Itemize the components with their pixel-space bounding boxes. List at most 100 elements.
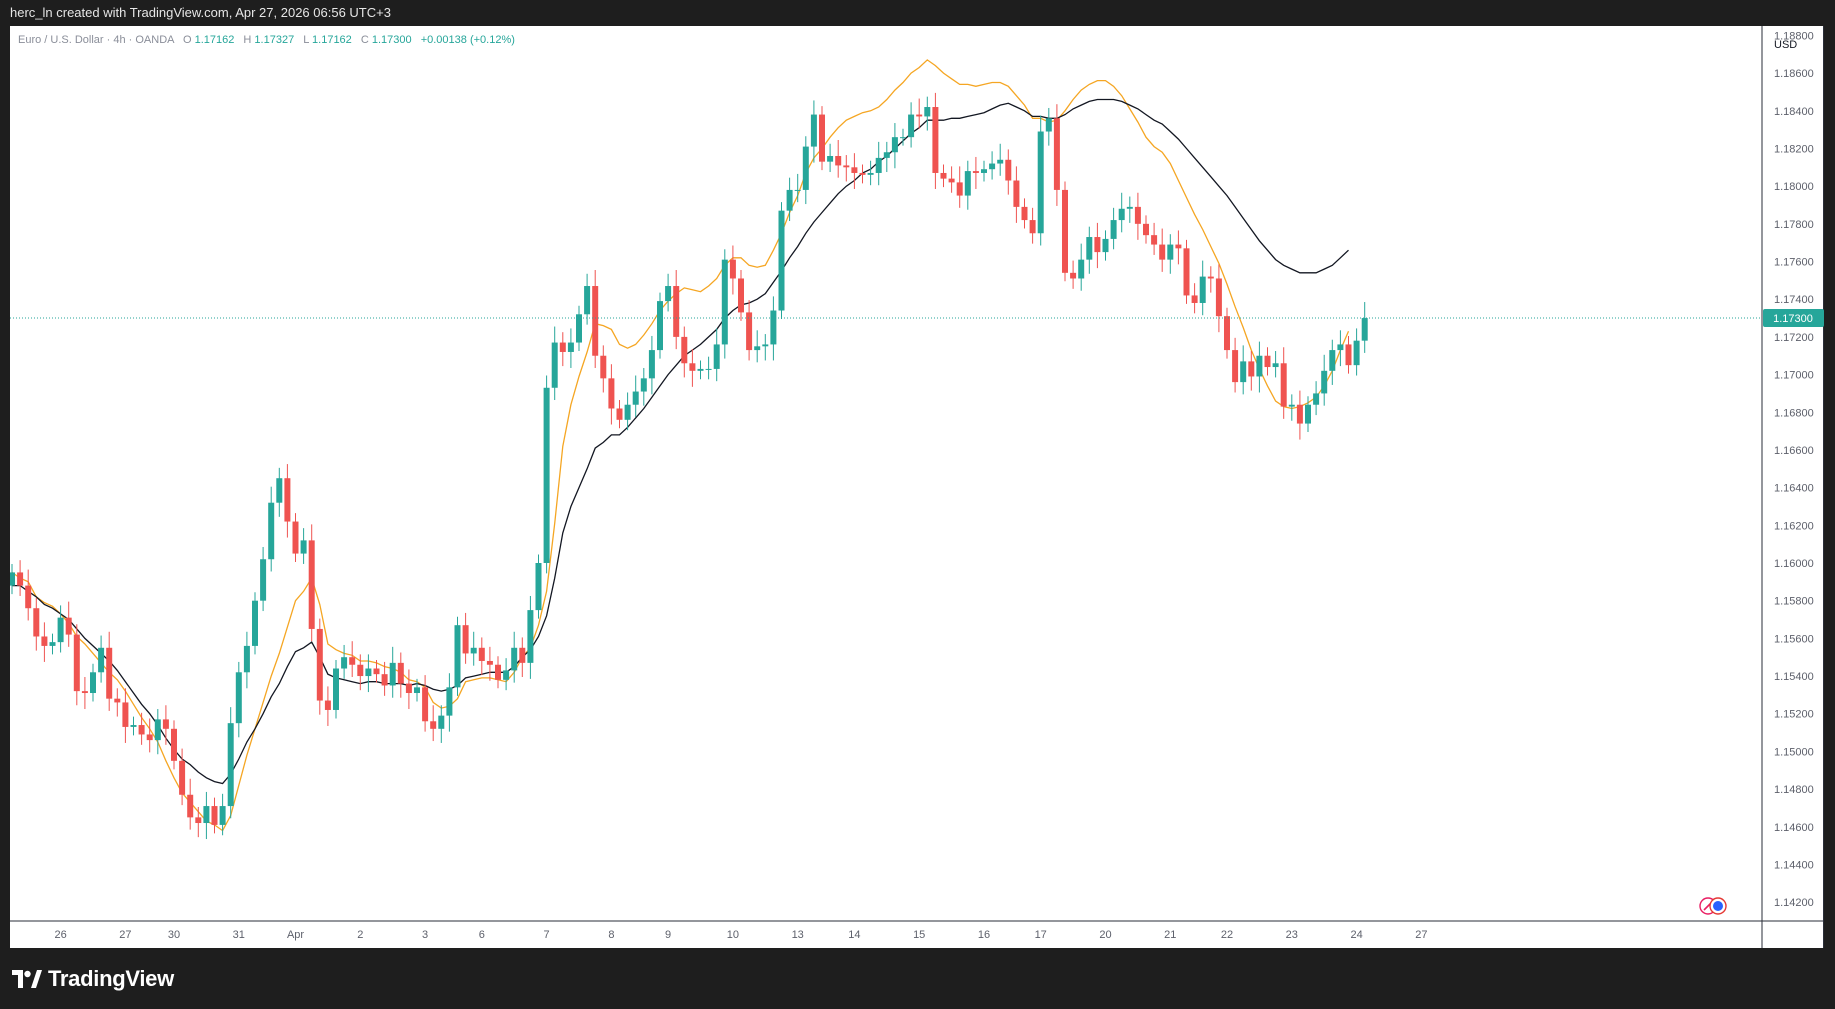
candle-51 (422, 675, 429, 732)
price-tick-14: 1.17000 (1774, 370, 1814, 382)
candle-43 (357, 654, 364, 691)
candle-45 (373, 660, 380, 683)
candle-66 (543, 375, 550, 574)
candle-99 (810, 100, 817, 163)
candle-135 (1102, 230, 1109, 261)
price-tick-3: 1.14800 (1774, 784, 1814, 796)
candle-143 (1167, 234, 1174, 274)
candle-92 (754, 330, 761, 363)
candle-78 (640, 367, 647, 406)
candle-62 (511, 631, 518, 683)
price-tick-9: 1.16000 (1774, 558, 1814, 570)
time-tick-0: 26 (54, 929, 66, 941)
legend-high-label: H (243, 34, 251, 46)
candle-115 (940, 164, 947, 188)
price-tick-0: 1.14200 (1774, 897, 1814, 909)
candle-132 (1078, 243, 1085, 291)
candle-53 (438, 705, 445, 743)
candle-30 (252, 592, 258, 655)
candle-14 (122, 688, 129, 743)
time-tick-20: 23 (1286, 929, 1298, 941)
candle-97 (794, 173, 801, 203)
candle-5 (49, 633, 56, 655)
candle-100 (819, 106, 825, 171)
candle-116 (948, 166, 955, 193)
price-tick-19: 1.18000 (1774, 181, 1814, 193)
chart-frame[interactable]: 1.14200 1.14400 1.14600 1.14800 1.15000 1.152… (9, 26, 1824, 948)
legend-low-value: 1.17162 (312, 34, 352, 46)
candle-102 (835, 139, 842, 178)
candle-40 (333, 660, 339, 719)
candle-61 (503, 658, 510, 691)
candle-156 (1272, 351, 1279, 378)
last-price-value: 1.17300 (1773, 313, 1813, 325)
candle-68 (559, 332, 566, 367)
tradingview-wordmark: TradingView (48, 966, 174, 991)
candle-55 (454, 616, 461, 696)
candle-89 (729, 245, 736, 295)
time-scale[interactable]: 26 27 30 31 Apr 2 3 6 7 8 9 10 13 14 15 16 17 20 21 22 23 24 2… (54, 929, 1427, 941)
price-tick-23: 1.18800 (1774, 30, 1814, 42)
candle-23 (195, 807, 202, 838)
candle-80 (657, 292, 663, 359)
price-chart[interactable]: 1.14200 1.14400 1.14600 1.14800 1.15000 1.152… (9, 26, 1824, 948)
corner-badge-icon[interactable] (1699, 897, 1727, 915)
candle-157 (1280, 347, 1287, 419)
candle-90 (738, 270, 744, 321)
candle-2 (25, 569, 32, 621)
candle-81 (665, 273, 672, 312)
candle-70 (576, 305, 582, 352)
candle-107 (875, 141, 882, 186)
candle-125 (1021, 198, 1028, 229)
candle-130 (1062, 181, 1068, 282)
candle-56 (462, 612, 469, 664)
candle-131 (1070, 260, 1077, 289)
candle-34 (284, 464, 291, 538)
symbol-legend[interactable]: Euro / U.S. Dollar · 4h · OANDA O 1.1716… (18, 34, 515, 46)
candle-18 (154, 709, 161, 755)
time-tick-14: 15 (913, 929, 925, 941)
candle-159 (1296, 390, 1303, 440)
candle-154 (1256, 341, 1263, 393)
currency-label[interactable]: USD (1774, 39, 1797, 51)
candle-155 (1264, 347, 1271, 376)
time-tick-3: 31 (233, 929, 245, 941)
candle-67 (551, 326, 558, 401)
candle-123 (1005, 149, 1012, 195)
candle-22 (187, 778, 194, 830)
candle-142 (1159, 228, 1166, 272)
legend-close-label: C (361, 34, 369, 46)
candle-167 (1361, 302, 1368, 353)
price-tick-20: 1.18200 (1774, 143, 1814, 155)
price-tick-11: 1.16400 (1774, 483, 1814, 495)
time-tick-11: 10 (727, 929, 739, 941)
candle-28 (235, 661, 242, 738)
legend-symbol: Euro / U.S. Dollar · 4h · OANDA (18, 34, 175, 46)
price-tick-18: 1.17800 (1774, 219, 1814, 231)
price-scale[interactable]: 1.14200 1.14400 1.14600 1.14800 1.15000 1.152… (1774, 30, 1814, 909)
attribution-caption: herc_ln created with TradingView.com, Ap… (10, 5, 391, 20)
candle-114 (932, 92, 939, 189)
tradingview-logo[interactable]: TradingView (12, 966, 174, 992)
time-tick-1: 27 (119, 929, 131, 941)
candle-160 (1305, 396, 1311, 433)
candle-52 (430, 705, 437, 742)
candle-162 (1321, 354, 1328, 406)
candle-9 (81, 676, 88, 710)
price-tick-16: 1.17400 (1774, 294, 1814, 306)
candle-145 (1183, 239, 1190, 304)
candle-11 (98, 635, 105, 683)
candle-65 (535, 554, 542, 619)
candle-47 (389, 646, 396, 698)
candle-37 (308, 524, 315, 642)
candle-24 (203, 791, 210, 840)
candle-16 (138, 712, 145, 745)
candle-133 (1086, 226, 1093, 274)
price-tick-15: 1.17200 (1774, 332, 1814, 344)
candle-46 (381, 661, 388, 696)
candle-6 (57, 605, 64, 653)
candle-33 (276, 467, 283, 517)
candle-36 (300, 528, 307, 564)
candle-29 (243, 631, 250, 689)
candle-118 (964, 160, 971, 210)
